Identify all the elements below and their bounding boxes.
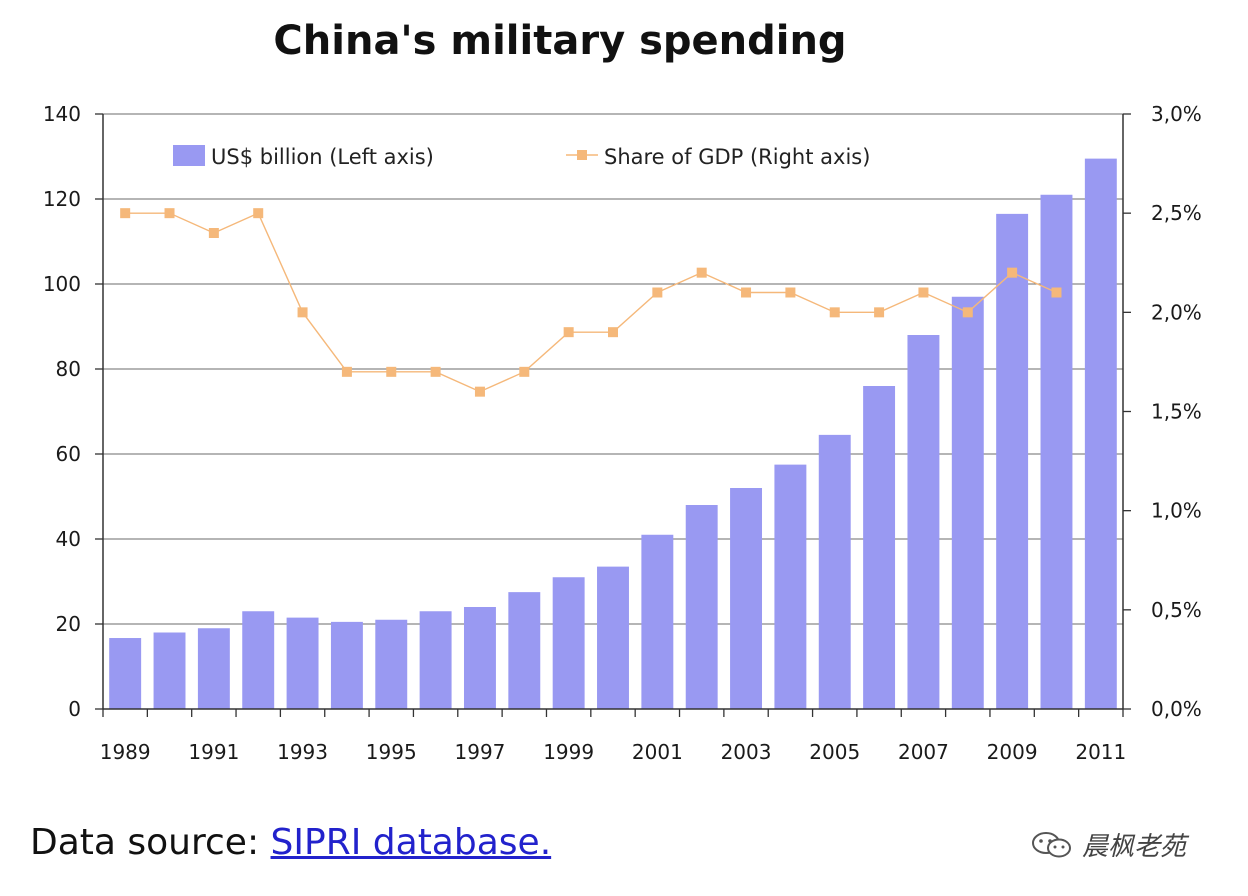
x-tick-label: 1995 bbox=[366, 740, 417, 764]
x-tick-label: 2007 bbox=[898, 740, 949, 764]
x-tick-label: 1993 bbox=[277, 740, 328, 764]
x-tick-label: 2001 bbox=[632, 740, 683, 764]
gdp-point-1993 bbox=[297, 307, 308, 318]
gdp-point-2004 bbox=[785, 287, 796, 298]
bar-2006 bbox=[863, 386, 896, 709]
gdp-point-1989 bbox=[120, 208, 131, 219]
legend-line-label: Share of GDP (Right axis) bbox=[604, 145, 870, 169]
x-tick-label: 2011 bbox=[1075, 740, 1126, 764]
wechat-icon bbox=[1032, 831, 1071, 857]
y-tick-label: 20 bbox=[56, 612, 81, 636]
x-tick-label: 1999 bbox=[543, 740, 594, 764]
gdp-point-1994 bbox=[341, 366, 352, 377]
bar-1999 bbox=[552, 577, 585, 709]
y-tick-label: 140 bbox=[43, 102, 81, 126]
gdp-point-1996 bbox=[430, 366, 441, 377]
sipri-database-link[interactable]: SIPRI database. bbox=[270, 822, 552, 863]
gdp-point-2000 bbox=[608, 327, 618, 338]
y-tick-label: 0 bbox=[68, 697, 81, 721]
bar-2000 bbox=[597, 566, 629, 709]
data-source: Data source: SIPRI database. bbox=[30, 822, 551, 863]
gdp-share-line bbox=[125, 212, 1057, 393]
y-tick-label: 40 bbox=[56, 527, 81, 551]
y-tick-label: 60 bbox=[56, 442, 81, 466]
bar-1998 bbox=[508, 592, 541, 709]
y2-tick-label: 0,0% bbox=[1151, 697, 1202, 721]
gdp-point-2001 bbox=[652, 287, 663, 298]
gdp-point-2010 bbox=[1051, 287, 1062, 298]
x-tick-label: 2009 bbox=[987, 740, 1038, 764]
gdp-point-1997 bbox=[474, 386, 485, 397]
legend-line-marker bbox=[577, 150, 587, 160]
gdp-point-2005 bbox=[829, 307, 840, 318]
legend-bar-swatch bbox=[173, 145, 205, 166]
gdp-point-1991 bbox=[208, 228, 219, 238]
bar-2009 bbox=[996, 213, 1029, 709]
gdp-point-1998 bbox=[519, 366, 530, 377]
legend-bar-label: US$ billion (Left axis) bbox=[211, 145, 434, 169]
y2-tick-label: 0,5% bbox=[1151, 598, 1202, 622]
y2-tick-label: 2,5% bbox=[1151, 201, 1202, 225]
watermark: 晨枫老苑 bbox=[1030, 826, 1186, 863]
bar-1992 bbox=[242, 611, 275, 709]
x-tick-label: 1997 bbox=[455, 740, 506, 764]
data-source-label: Data source: bbox=[30, 822, 260, 863]
bar-1993 bbox=[286, 617, 319, 709]
gdp-point-1990 bbox=[164, 208, 175, 219]
bar-2008 bbox=[951, 296, 984, 709]
x-tick-label: 1989 bbox=[100, 740, 151, 764]
gdp-point-2009 bbox=[1007, 267, 1018, 278]
bar-2001 bbox=[641, 534, 674, 709]
y2-tick-label: 1,5% bbox=[1151, 400, 1202, 424]
y-tick-label: 100 bbox=[43, 272, 81, 296]
gdp-point-2008 bbox=[962, 307, 973, 318]
bar-1997 bbox=[463, 607, 496, 709]
gdp-point-2006 bbox=[874, 307, 885, 318]
bar-1996 bbox=[419, 611, 452, 709]
gdp-point-1992 bbox=[253, 208, 264, 219]
x-tick-label: 2005 bbox=[809, 740, 860, 764]
bar-2005 bbox=[818, 434, 851, 709]
bar-1994 bbox=[330, 621, 363, 709]
bar-2010 bbox=[1040, 194, 1073, 709]
bar-2002 bbox=[685, 505, 718, 709]
y-tick-label: 120 bbox=[43, 187, 81, 211]
gdp-point-1995 bbox=[386, 366, 397, 377]
bar-1990 bbox=[153, 632, 186, 709]
y2-tick-label: 1,0% bbox=[1151, 499, 1202, 523]
watermark-text: 晨枫老苑 bbox=[1082, 832, 1187, 862]
bar-1995 bbox=[375, 619, 408, 709]
bar-2007 bbox=[907, 335, 940, 709]
x-tick-label: 2003 bbox=[721, 740, 772, 764]
gdp-point-1999 bbox=[563, 327, 574, 338]
chart: 0 20 40 60 80 100 120 140 0,0% 0,5% 1,0% 1,5% 2,0% 2,… bbox=[43, 102, 1202, 764]
gdp-point-2003 bbox=[741, 287, 752, 298]
bar-2003 bbox=[730, 488, 763, 709]
bar-1989 bbox=[109, 638, 142, 709]
gdp-point-2002 bbox=[696, 267, 707, 278]
y-tick-label: 80 bbox=[56, 357, 81, 381]
bar-2011 bbox=[1084, 158, 1117, 709]
x-tick-label: 1991 bbox=[188, 740, 239, 764]
bar-1991 bbox=[197, 628, 230, 709]
gdp-point-2007 bbox=[918, 287, 929, 298]
y2-tick-label: 3,0% bbox=[1151, 102, 1202, 126]
chart-title: China's military spending bbox=[273, 18, 847, 64]
bar-2004 bbox=[774, 464, 807, 709]
y2-tick-label: 2,0% bbox=[1151, 300, 1202, 324]
